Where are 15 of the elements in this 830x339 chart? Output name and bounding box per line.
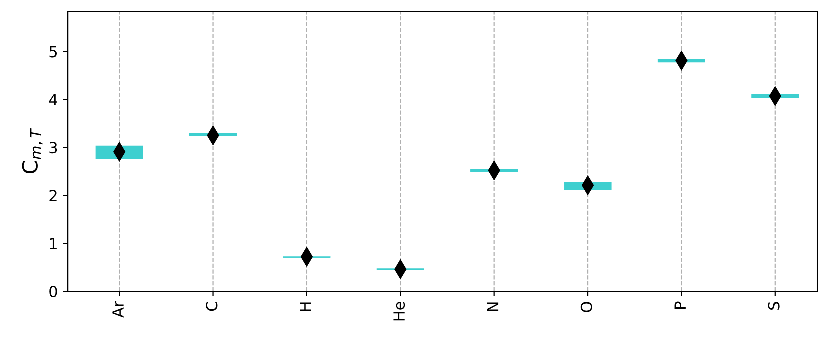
x-tick-label: S — [768, 302, 780, 310]
x-tick-label: C — [206, 302, 218, 312]
x-tick-label: He — [394, 302, 406, 321]
y-tick-label: 4 — [49, 94, 58, 106]
x-tick-label: P — [674, 302, 686, 309]
y-tick-label: 5 — [50, 46, 58, 58]
y-tick-label: 1 — [50, 238, 57, 250]
y-tick-label: 2 — [50, 190, 57, 202]
x-tick-label: N — [487, 302, 499, 312]
x-tick-label: Ar — [112, 301, 124, 318]
x-tick-label: H — [300, 302, 312, 312]
y-tick-label: 0 — [50, 286, 58, 298]
y-axis-title: C$_{m,T}$ — [22, 128, 43, 174]
y-tick-label: 3 — [50, 142, 58, 154]
x-tick-label: O — [580, 302, 592, 312]
